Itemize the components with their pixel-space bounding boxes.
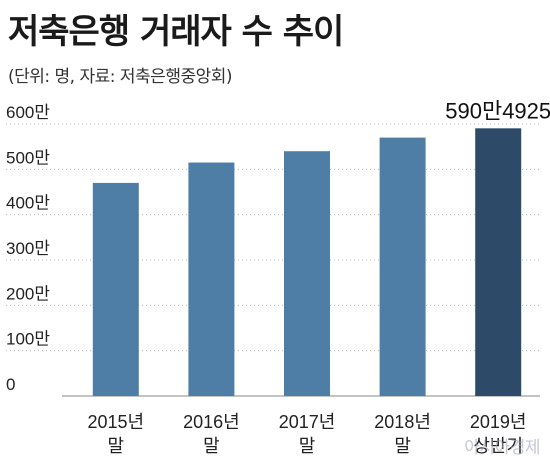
x-tick-label: 말 — [299, 436, 316, 456]
y-axis-ticks: 0 100만 200만 300만 400만 500만 600만 — [6, 103, 50, 394]
data-labels: 590만4925 — [445, 98, 550, 123]
watermark: 아시아경제 — [464, 438, 540, 458]
x-tick-label: 말 — [203, 436, 220, 456]
y-tick-label: 400만 — [6, 194, 50, 213]
x-tick-label: 2016년 — [183, 412, 240, 432]
y-tick-label: 600만 — [6, 103, 50, 122]
x-tick-label: 말 — [108, 436, 125, 456]
y-tick-label: 0 — [6, 375, 15, 394]
data-label: 590만4925 — [445, 98, 550, 123]
y-tick-label: 500만 — [6, 148, 50, 167]
x-tick-label: 상반기 — [473, 436, 523, 456]
bar — [284, 151, 330, 396]
x-tick-label: 2019년 — [470, 412, 527, 432]
x-tick-label: 2015년 — [87, 412, 144, 432]
y-tick-label: 100만 — [6, 330, 50, 349]
x-tick-label: 2018년 — [374, 412, 431, 432]
bar — [475, 128, 522, 397]
y-tick-label: 200만 — [6, 284, 50, 303]
y-tick-label: 300만 — [6, 239, 50, 258]
bar — [379, 137, 426, 396]
chart-subtitle: (단위: 명, 자료: 저축은행중앙회) — [8, 67, 233, 87]
gridlines — [6, 123, 540, 397]
bars — [92, 128, 522, 397]
bar — [188, 162, 235, 396]
x-tick-label: 2017년 — [279, 412, 336, 432]
chart-title: 저축은행 거래자 수 추이 — [8, 12, 344, 52]
x-tick-label: 말 — [394, 436, 411, 456]
bar — [92, 182, 139, 396]
